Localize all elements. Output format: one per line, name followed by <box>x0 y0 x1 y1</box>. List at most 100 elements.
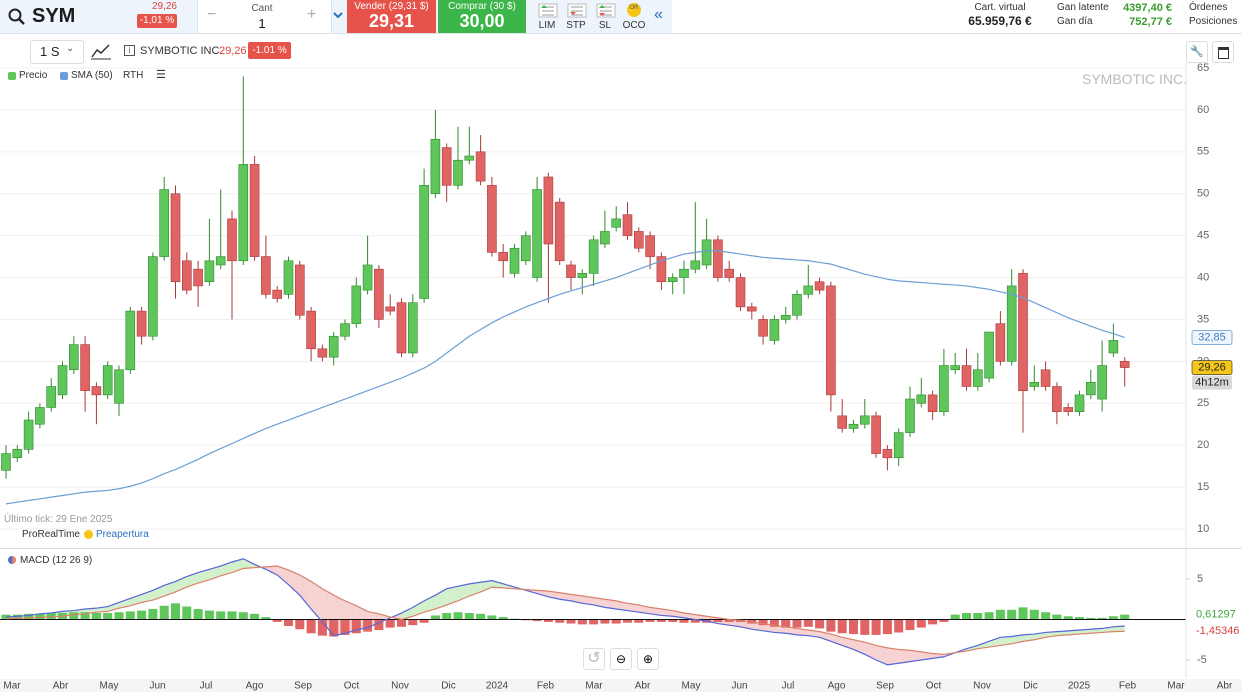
histogram-bar <box>871 619 881 635</box>
session: Preapertura <box>96 529 149 540</box>
candle-body <box>1040 369 1051 387</box>
histogram-bar <box>1097 617 1107 620</box>
histogram-bar <box>498 617 508 620</box>
histogram-bar <box>882 619 892 635</box>
x-tick-label: Ago <box>246 681 264 692</box>
candle-body <box>1018 273 1028 392</box>
legend-item[interactable]: RTH <box>123 70 144 81</box>
qty-plus[interactable]: + <box>307 6 317 23</box>
candle-body <box>984 331 994 379</box>
dropdown-icon[interactable] <box>332 10 344 20</box>
candle-body <box>317 348 328 358</box>
order-type[interactable]: OCO <box>622 20 646 31</box>
symbol[interactable]: SYM <box>32 5 76 27</box>
cross-fill <box>808 630 820 638</box>
histogram-bar <box>860 619 870 635</box>
y-tick-label: -5 <box>1197 654 1207 666</box>
histogram-bar <box>114 612 124 620</box>
zoom-out[interactable]: ⊖ <box>610 648 632 670</box>
legend-item[interactable]: SMA (50) <box>71 70 113 81</box>
price-tag-label: 29,26 <box>1198 361 1226 373</box>
candle-body <box>148 256 158 337</box>
order-type[interactable]: STP <box>566 20 586 31</box>
buy-button[interactable] <box>438 0 526 33</box>
collapse-icon[interactable]: « <box>654 6 663 23</box>
order-type[interactable]: LIM <box>538 20 556 31</box>
cross-fill <box>898 649 910 664</box>
y-tick-label: 10 <box>1197 523 1209 535</box>
cross-fill <box>288 570 300 596</box>
candle-body <box>136 310 147 337</box>
header-change: -1,01 % <box>137 14 177 28</box>
y-tick-label: 25 <box>1197 397 1209 409</box>
unrealized-value: 4397,40 € <box>1123 2 1172 14</box>
candle-body <box>407 302 418 354</box>
window-button[interactable] <box>1212 41 1234 63</box>
cross-fill <box>141 590 153 603</box>
candle-body <box>125 310 136 371</box>
candle-body <box>792 294 802 316</box>
y-tick-label: 40 <box>1197 271 1209 283</box>
histogram-bar <box>250 613 260 620</box>
unrealized-label: Gan latente <box>1057 2 1109 13</box>
histogram-bar <box>656 619 666 622</box>
cross-fill <box>887 647 899 665</box>
histogram-bar <box>1108 616 1118 620</box>
qty-value[interactable]: 1 <box>258 16 266 31</box>
value-tag-label: -1,45346 <box>1196 625 1239 637</box>
cross-fill <box>107 602 119 612</box>
cross-fill <box>491 580 504 588</box>
legend-item[interactable]: Precio <box>19 70 48 81</box>
candle-body <box>91 386 102 396</box>
legend-menu[interactable]: ☰ <box>156 69 166 81</box>
sell-button[interactable] <box>347 0 436 33</box>
settings-button[interactable]: 🔧 <box>1186 41 1208 63</box>
header-price: 29,26 <box>151 1 177 12</box>
candle-body <box>532 189 542 278</box>
order-type[interactable]: SL <box>598 20 612 31</box>
candle-body <box>566 264 576 278</box>
cross-fill <box>785 626 797 635</box>
histogram-bar <box>397 619 406 627</box>
cross-fill <box>480 580 492 592</box>
x-axis-strip <box>0 679 1242 692</box>
zoom-in[interactable]: ⊕ <box>637 648 659 670</box>
y-tick-label: 5 <box>1197 573 1203 585</box>
cross-fill <box>876 645 888 665</box>
indicator-icon[interactable] <box>90 42 112 60</box>
candle-body <box>351 285 362 324</box>
x-tick-label: Nov <box>973 681 991 692</box>
candle-body <box>746 306 757 312</box>
histogram-bar <box>566 619 576 624</box>
histogram-bar <box>171 603 180 620</box>
positions-link[interactable]: Posiciones <box>1189 16 1238 27</box>
search-icon[interactable] <box>8 8 26 26</box>
orders-link[interactable]: Órdenes <box>1189 2 1228 13</box>
value-tag-label: 0,61297 <box>1196 608 1236 620</box>
candle-body <box>837 415 848 429</box>
candle-body <box>362 264 373 291</box>
trade-panel <box>0 0 672 33</box>
candle-body <box>690 260 701 270</box>
daily-label: Gan día <box>1057 16 1093 27</box>
cross-fill <box>661 608 673 617</box>
histogram-bar <box>950 614 960 620</box>
candle-body <box>294 264 305 316</box>
candle-body <box>487 185 497 253</box>
x-tick-label: 2024 <box>486 681 509 692</box>
histogram-bar <box>464 613 474 620</box>
histogram-bar <box>589 619 599 625</box>
instrument-price: 29,26 <box>219 45 247 57</box>
oco-badge: OR <box>629 5 639 11</box>
histogram-bar <box>815 619 825 629</box>
interval-select[interactable] <box>30 40 84 64</box>
candle-body <box>554 201 565 262</box>
histogram-bar <box>1007 609 1017 620</box>
candle-body <box>1006 285 1017 362</box>
info-icon[interactable]: i <box>124 45 135 56</box>
reset-button[interactable]: ↺ <box>583 648 605 670</box>
x-tick-label: Feb <box>1119 681 1137 692</box>
histogram-bar <box>46 613 56 620</box>
qty-minus[interactable]: − <box>207 6 217 23</box>
